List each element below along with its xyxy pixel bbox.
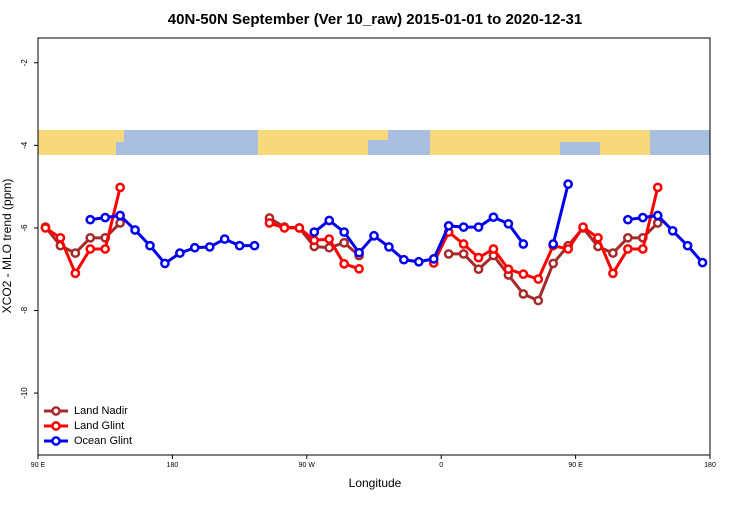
data-point <box>593 232 603 243</box>
data-point <box>518 269 529 280</box>
data-point <box>533 274 544 284</box>
data-point <box>234 240 245 251</box>
data-point <box>667 225 678 236</box>
data-point <box>533 295 544 306</box>
data-point <box>458 249 469 259</box>
data-point <box>399 254 409 265</box>
data-point <box>115 218 125 228</box>
data-point <box>623 232 633 243</box>
data-point <box>458 222 469 232</box>
data-point <box>70 248 81 258</box>
data-point <box>189 242 200 253</box>
data-point <box>309 235 320 246</box>
data-point <box>473 252 484 263</box>
x-tick-label: 90 W <box>299 462 316 469</box>
data-point <box>249 240 260 251</box>
chart-title: 40N-50N September (Ver 10_raw) 2015-01-0… <box>168 11 582 28</box>
data-point <box>413 256 424 267</box>
data-point <box>608 268 618 279</box>
map-strip <box>38 130 710 155</box>
data-point <box>488 244 499 254</box>
data-point <box>354 247 364 258</box>
data-point <box>85 244 96 254</box>
legend-marker <box>51 421 61 431</box>
y-tick-label: -8 <box>20 306 29 314</box>
x-tick-label: 180 <box>704 462 716 469</box>
data-point <box>100 212 111 223</box>
data-point <box>428 254 439 264</box>
data-point <box>264 218 275 228</box>
data-point <box>384 242 394 252</box>
data-point <box>503 218 514 229</box>
data-point <box>473 222 484 232</box>
x-tick-label: 90 E <box>31 462 46 469</box>
data-point <box>115 210 125 221</box>
data-point <box>145 240 155 251</box>
legend-label: Ocean Glint <box>74 435 132 447</box>
data-point <box>623 244 633 254</box>
y-axis-label: XCO2 - MLO trend (ppm) <box>0 179 14 314</box>
data-point <box>652 182 663 193</box>
data-point <box>160 258 170 269</box>
data-point <box>324 234 335 244</box>
data-point <box>652 218 663 228</box>
data-point <box>503 264 514 275</box>
data-point <box>354 263 364 274</box>
legend-marker <box>51 436 61 446</box>
data-point <box>130 225 140 235</box>
y-tick-label: -4 <box>20 141 29 149</box>
data-point <box>443 221 454 231</box>
plot-frame <box>37 37 711 456</box>
x-tick-label: 0 <box>439 462 443 469</box>
data-point <box>458 239 469 249</box>
x-axis-label: Longitude <box>349 476 402 490</box>
data-point <box>55 232 66 243</box>
data-point <box>339 258 349 269</box>
data-point <box>578 222 588 232</box>
data-point <box>115 182 125 193</box>
data-point <box>85 214 96 225</box>
data-point <box>697 257 708 268</box>
legend-marker <box>51 406 61 416</box>
data-point <box>175 248 185 258</box>
data-point <box>219 234 230 244</box>
data-point <box>652 210 663 221</box>
data-point <box>563 244 573 254</box>
data-point <box>637 212 648 223</box>
data-point <box>339 237 349 248</box>
data-point <box>40 223 51 233</box>
data-point <box>70 268 81 279</box>
data-point <box>339 227 349 237</box>
data-point <box>623 214 633 225</box>
data-point <box>279 223 290 233</box>
data-point <box>682 240 693 251</box>
data-point <box>518 239 529 249</box>
y-tick-label: -6 <box>20 224 29 232</box>
data-point <box>548 239 559 249</box>
data-point <box>548 258 559 269</box>
data-point <box>85 232 96 243</box>
data-point <box>488 212 499 223</box>
data-point <box>294 223 305 233</box>
data-point <box>563 179 573 190</box>
legend-label: Land Glint <box>74 420 124 432</box>
x-tick-label: 90 E <box>568 462 583 469</box>
data-point <box>204 242 215 252</box>
x-tick-label: 180 <box>167 462 179 469</box>
data-point <box>100 244 111 254</box>
data-point <box>369 230 379 241</box>
data-point <box>518 289 529 299</box>
data-point <box>443 249 454 259</box>
data-point <box>473 264 484 275</box>
y-tick-label: -10 <box>20 387 29 399</box>
y-tick-label: -2 <box>20 59 29 67</box>
data-point <box>608 248 618 258</box>
data-point <box>309 227 320 237</box>
legend-label: Land Nadir <box>74 405 128 417</box>
data-point <box>324 215 335 226</box>
data-point <box>637 244 648 254</box>
